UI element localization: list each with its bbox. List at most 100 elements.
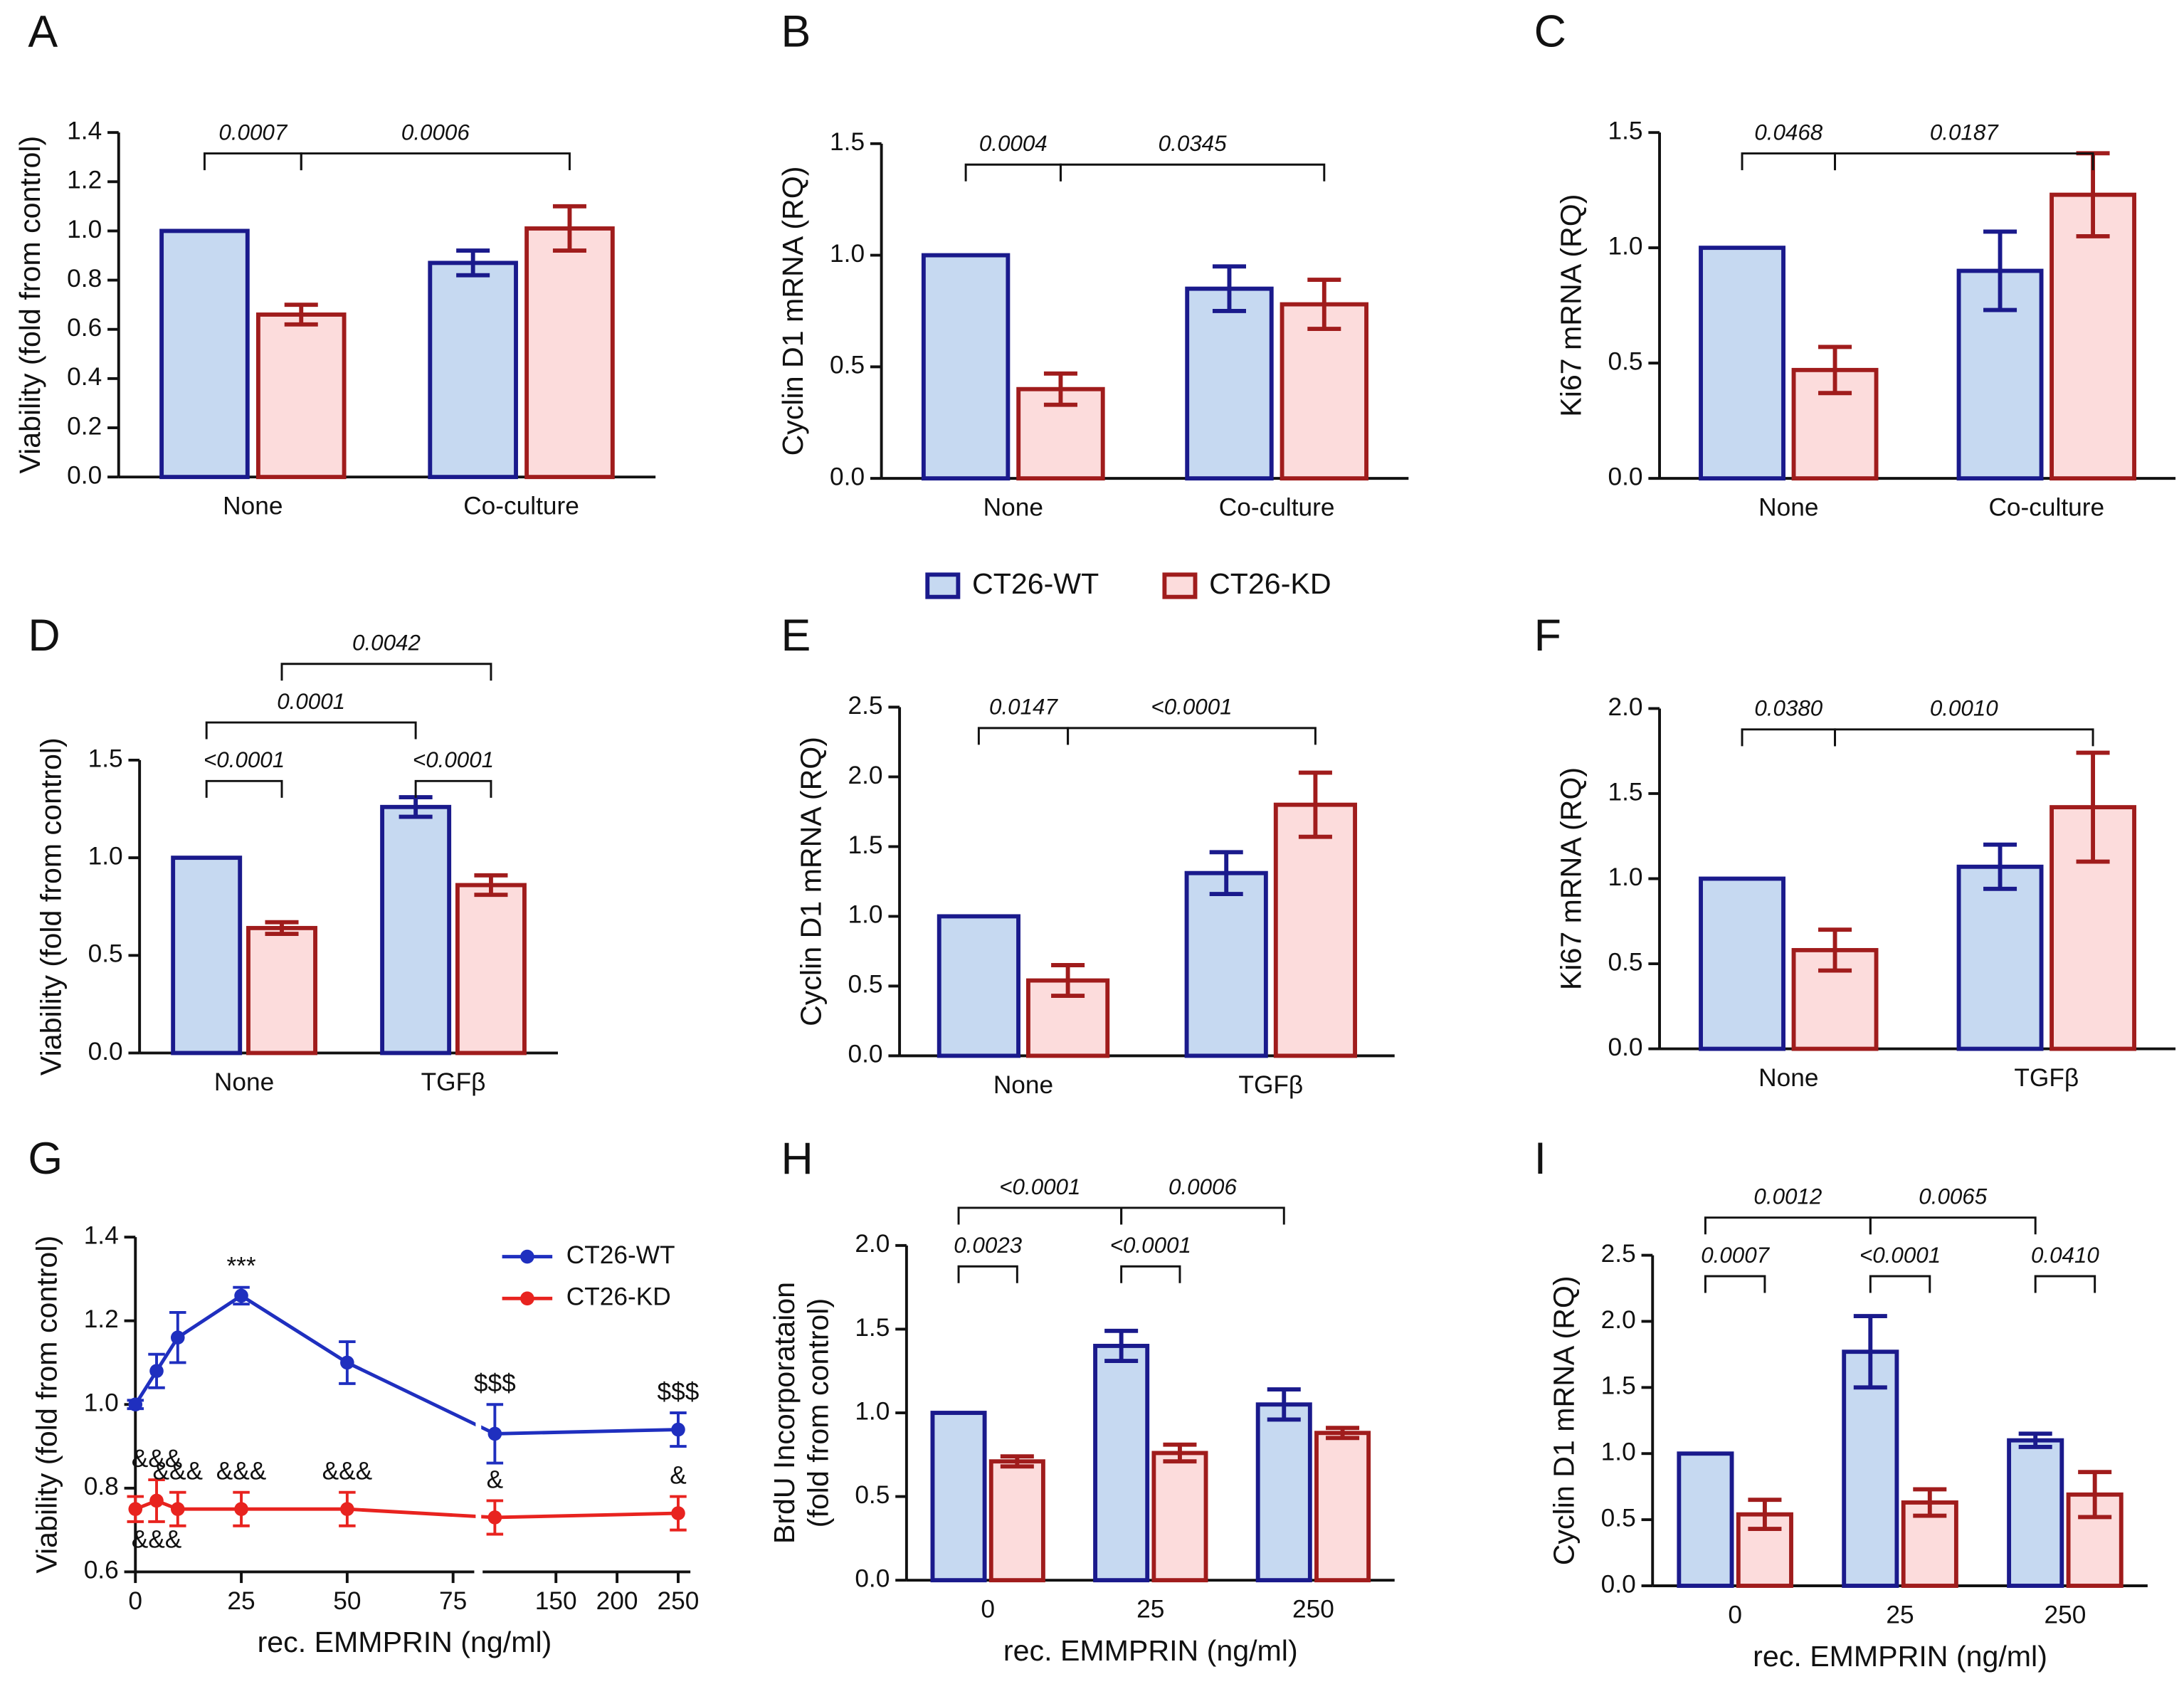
- y-tick-label: 2.0: [855, 1230, 890, 1258]
- y-tick-label: 1.5: [1608, 117, 1642, 144]
- y-tick-label: 0.0: [67, 461, 102, 489]
- x-axis-label: rec. EMMPRIN (ng/ml): [1003, 1634, 1298, 1667]
- p-value: 0.0468: [1754, 120, 1822, 144]
- y-tick-label: 0.5: [1608, 948, 1642, 976]
- point: [671, 1422, 685, 1437]
- point: [340, 1355, 354, 1370]
- y-tick-label: 0.0: [1601, 1570, 1636, 1598]
- y-tick-label: 1.5: [88, 744, 123, 772]
- bar: [1677, 1451, 1734, 1588]
- bar: [1699, 876, 1785, 1051]
- y-tick-label: 1.5: [855, 1314, 890, 1342]
- x-tick-label: 25: [1886, 1601, 1914, 1629]
- y-tick-label: 0.0: [855, 1564, 890, 1592]
- y-tick-label: 0.5: [1608, 347, 1642, 375]
- legend-swatch: [1162, 572, 1198, 599]
- error-bar: [1818, 344, 1852, 396]
- bracket: [1834, 152, 2094, 171]
- bar: [1842, 1349, 1899, 1588]
- legend-label: CT26-KD: [1209, 567, 1331, 600]
- p-value: 0.0410: [2031, 1243, 2099, 1268]
- point: [340, 1502, 354, 1517]
- error-bar: [1298, 770, 1332, 839]
- y-axis-label: Cyclin D1 mRNA (RQ): [794, 737, 827, 1026]
- point: [487, 1426, 502, 1441]
- panel-letter: C: [1534, 7, 1566, 57]
- bracket: [414, 779, 492, 798]
- bracket: [2034, 1275, 2096, 1293]
- bar: [1151, 1451, 1208, 1583]
- y-tick-label: 0.4: [67, 363, 102, 391]
- error-bar: [1000, 1454, 1034, 1469]
- p-value: 0.0065: [1919, 1184, 1987, 1209]
- p-value: 0.0001: [277, 689, 345, 714]
- line: [134, 1498, 679, 1520]
- legend-label: CT26-KD: [566, 1283, 671, 1311]
- legend-label: CT26-WT: [566, 1241, 675, 1269]
- x-tick-label: None: [223, 493, 283, 520]
- bar: [937, 914, 1020, 1058]
- y-tick-label: 1.4: [84, 1221, 119, 1249]
- error-bar: [552, 204, 586, 253]
- y-tick-label: 1.4: [67, 117, 102, 144]
- bar: [988, 1459, 1045, 1583]
- point-label: &&&: [152, 1458, 203, 1485]
- bar: [524, 226, 615, 480]
- point: [149, 1364, 164, 1379]
- panel-letter: G: [28, 1134, 63, 1184]
- x-tick-label: TGFβ: [2014, 1064, 2079, 1092]
- y-tick-label: 0.0: [88, 1038, 123, 1066]
- y-tick-label: 0.8: [67, 265, 102, 293]
- point-label: &: [487, 1466, 504, 1493]
- x-tick-label: 200: [596, 1587, 638, 1615]
- p-value: 0.0023: [954, 1233, 1022, 1258]
- error-bar: [1326, 1426, 1360, 1441]
- error-bar: [1267, 1387, 1301, 1422]
- x-tick-label: None: [214, 1068, 274, 1096]
- error-bar: [1913, 1487, 1947, 1518]
- panel-letter: F: [1534, 611, 1561, 661]
- p-value: <0.0001: [1859, 1243, 1941, 1268]
- p-value: 0.0004: [979, 131, 1048, 156]
- point-label: &: [670, 1461, 687, 1489]
- legend-marker: [520, 1291, 534, 1306]
- bracket: [205, 779, 283, 798]
- error-bar: [2078, 1470, 2112, 1520]
- y-tick-label: 0.5: [855, 1481, 890, 1509]
- bar: [2007, 1438, 2064, 1588]
- p-value: 0.0006: [1169, 1174, 1237, 1199]
- x-tick-label: 150: [535, 1587, 577, 1615]
- axis-break-gap: [475, 1223, 482, 1569]
- y-axis-label: (fold from control): [801, 1298, 834, 1527]
- point: [149, 1493, 164, 1508]
- x-tick-label: 0: [981, 1596, 995, 1624]
- error-bar: [1307, 278, 1341, 331]
- bar: [1956, 864, 2044, 1051]
- bar: [380, 804, 452, 1056]
- bracket: [1120, 1206, 1285, 1225]
- x-axis-label: rec. EMMPRIN (ng/ml): [1753, 1640, 2047, 1673]
- y-tick-label: 1.0: [855, 1397, 890, 1425]
- x-tick-label: 250: [658, 1587, 700, 1615]
- error-bar: [1983, 842, 2017, 891]
- error-bar: [474, 873, 508, 898]
- point-label: ***: [226, 1253, 255, 1280]
- p-value: <0.0001: [999, 1174, 1080, 1199]
- bar: [1280, 302, 1368, 481]
- legend-swatch: [925, 572, 961, 599]
- point-label: &&&: [322, 1458, 373, 1485]
- bracket: [300, 152, 571, 171]
- y-tick-label: 1.2: [67, 167, 102, 194]
- error-bar: [1104, 1328, 1139, 1364]
- x-tick-label: 25: [227, 1587, 255, 1615]
- x-tick-label: TGFβ: [421, 1068, 486, 1096]
- bracket: [1869, 1275, 1931, 1293]
- error-bar: [2076, 750, 2110, 864]
- p-value: 0.0187: [1930, 120, 1999, 144]
- y-tick-label: 2.0: [1601, 1306, 1636, 1334]
- x-tick-label: 25: [1136, 1596, 1164, 1624]
- p-value: 0.0147: [989, 695, 1058, 720]
- y-tick-label: 1.0: [67, 216, 102, 243]
- x-tick-label: Co-culture: [1219, 494, 1335, 522]
